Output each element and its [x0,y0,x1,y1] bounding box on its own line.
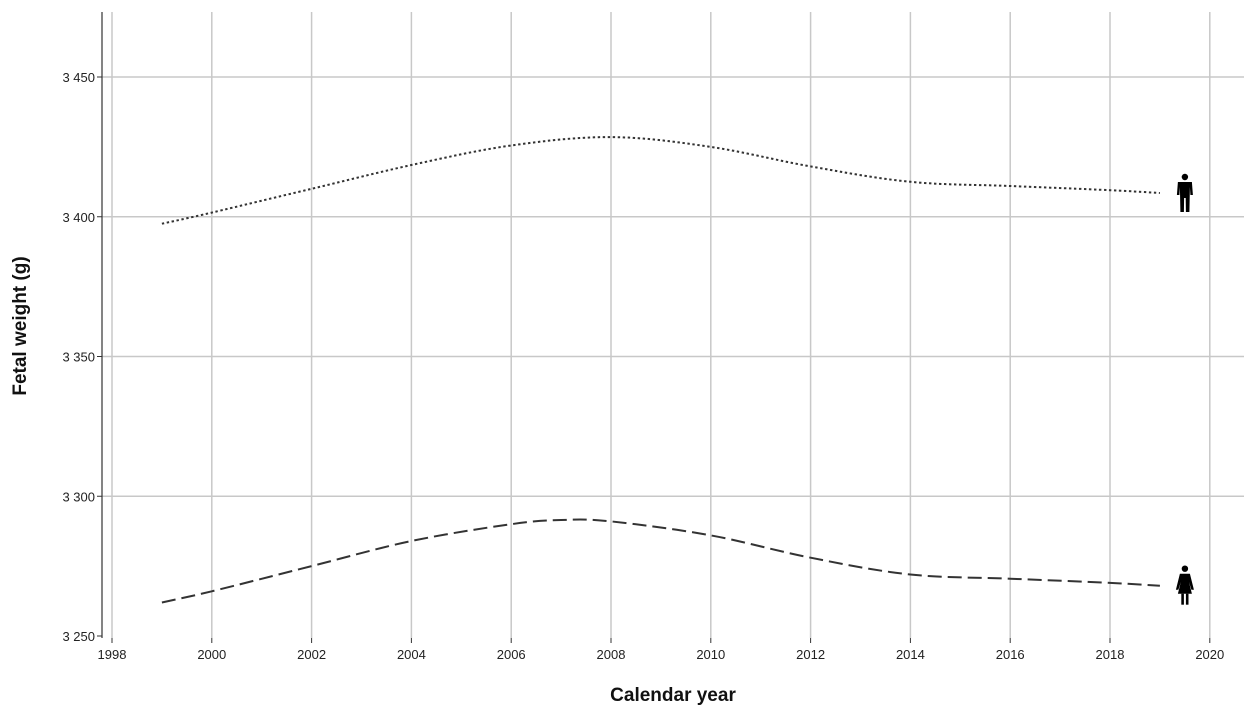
female-person-icon [1175,565,1194,605]
x-tick-label: 1998 [98,647,127,662]
y-tick-label: 3 250 [62,629,95,644]
series-line-1 [161,518,1160,604]
x-tick-label: 2008 [597,647,626,662]
y-tick-label: 3 300 [62,489,95,504]
y-axis-title: Fetal weight (g) [10,256,31,395]
series-icons [1175,173,1194,605]
x-tick-label: 2004 [397,647,426,662]
y-axis-ticks: 3 250 3 300 3 350 3 400 3 450 [62,70,102,644]
x-tick-label: 2000 [197,647,226,662]
x-tick-label: 2006 [497,647,526,662]
gridlines [102,12,1244,638]
x-tick-label: 2002 [297,647,326,662]
y-tick-label: 3 400 [62,210,95,225]
y-tick-label: 3 350 [62,350,95,365]
male-person-icon [1176,173,1193,212]
series-lines [161,136,1160,604]
x-tick-label: 2018 [1096,647,1125,662]
x-tick-label: 2020 [1195,647,1224,662]
x-tick-label: 2016 [996,647,1025,662]
x-axis-ticks: 1998 2000 2002 2004 2006 2008 2010 2012 2014 2016… [98,638,1224,662]
x-tick-label: 2010 [696,647,725,662]
y-tick-label: 3 450 [62,70,95,85]
x-axis-title: Calendar year [610,685,736,706]
x-tick-label: 2012 [796,647,825,662]
x-tick-label: 2014 [896,647,925,662]
series-line-0 [161,136,1160,225]
